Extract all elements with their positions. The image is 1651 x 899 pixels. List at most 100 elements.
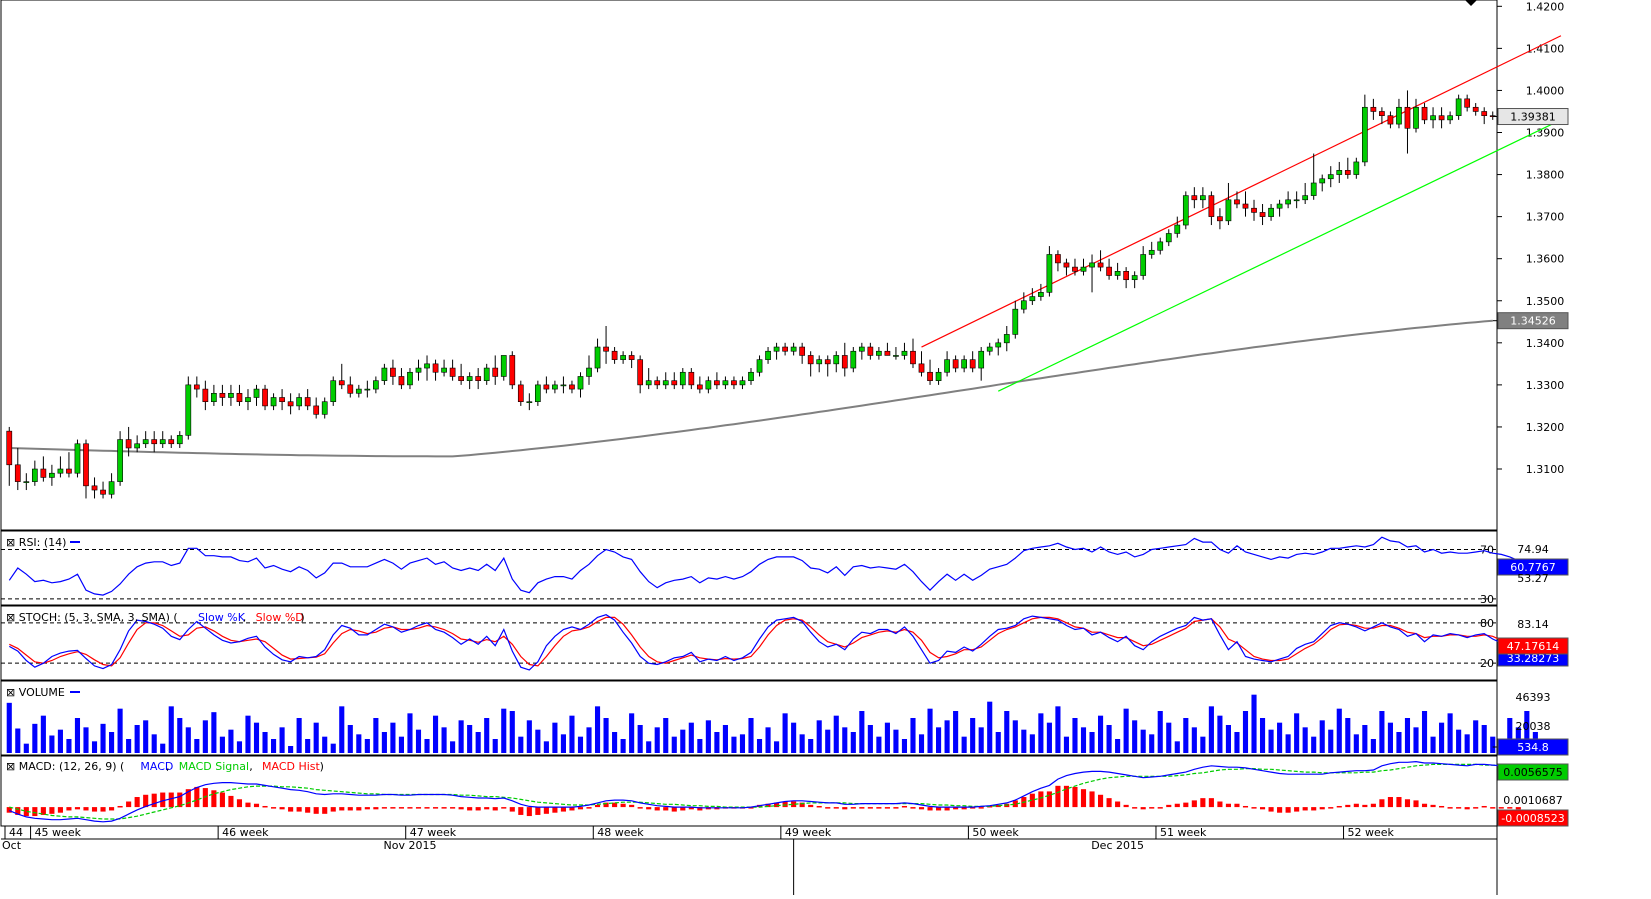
- volume-panel: ⊠ VOLUME 46393 20038 534.8: [6, 686, 1569, 756]
- volume-bar: [1473, 720, 1479, 753]
- macd-hist-bar: [1302, 807, 1308, 811]
- macd-hist-bar: [501, 807, 507, 809]
- candle-bearish: [168, 439, 175, 445]
- volume-bar: [202, 720, 208, 753]
- macd-hist-bar: [279, 807, 285, 810]
- macd-hist-bar: [867, 807, 873, 809]
- macd-hist-bar: [799, 802, 805, 808]
- volume-value-label: 534.8: [1517, 741, 1549, 754]
- candle-bullish: [978, 350, 985, 369]
- candle-bearish: [100, 489, 106, 495]
- volume-bar: [151, 734, 157, 753]
- volume-bar: [501, 708, 507, 753]
- macd-title: MACD: (12, 26, 9) (: [19, 760, 125, 773]
- volume-bar: [1021, 729, 1027, 753]
- candle-bullish: [415, 367, 422, 373]
- macd-collapse-icon: ⊠: [6, 760, 15, 773]
- candle-bearish: [313, 405, 320, 415]
- volume-bar: [134, 725, 140, 753]
- volume-bar: [603, 718, 609, 753]
- macd-hist-bar: [1132, 807, 1138, 809]
- candle-bullish: [159, 439, 166, 445]
- candle-bearish: [696, 384, 703, 390]
- macd-hist-bar: [850, 807, 856, 809]
- macd-hist-bar: [1413, 800, 1419, 808]
- candle-bearish: [569, 384, 575, 390]
- volume-bar: [1413, 727, 1419, 753]
- macd-hist-bar: [74, 807, 81, 810]
- volume-bar: [279, 727, 285, 753]
- month-label: Oct: [2, 839, 22, 852]
- stoch-collapse-icon: ⊠: [6, 611, 15, 624]
- candle-bullish: [373, 380, 379, 390]
- candle-bullish: [253, 388, 260, 398]
- macd-hist-bar: [1362, 804, 1368, 808]
- candle-bullish: [1361, 106, 1368, 163]
- macd-hist-bar: [620, 803, 626, 808]
- candle-bearish: [918, 363, 925, 373]
- macd-hist-bar: [390, 807, 396, 809]
- macd-hist-bar: [552, 807, 558, 813]
- macd-hist-bar: [1456, 807, 1462, 809]
- candle-bullish: [1285, 199, 1291, 205]
- candle-bullish: [1430, 115, 1436, 121]
- volume-bar: [1072, 718, 1078, 753]
- volume-bar: [32, 723, 38, 753]
- candle-bearish: [637, 359, 644, 386]
- macd-hist-bar: [373, 807, 379, 810]
- candle-bearish: [432, 363, 439, 373]
- volume-bar: [1490, 736, 1496, 753]
- candle-bullish: [211, 392, 217, 403]
- price-tick-label: 1.3800: [1526, 169, 1565, 182]
- macd-hist-bar: [305, 807, 311, 813]
- volume-bar: [884, 722, 890, 753]
- candle-bullish: [876, 350, 882, 356]
- volume-bar: [373, 718, 379, 753]
- candle-bearish: [14, 464, 21, 482]
- macd-hist-bar: [1396, 797, 1402, 808]
- candle-bullish: [1302, 195, 1309, 201]
- stoch-d-value-label-box: [1497, 637, 1569, 655]
- candle-bullish: [364, 388, 371, 391]
- candle-bearish: [1106, 266, 1112, 276]
- volume-bar: [748, 718, 754, 753]
- volume-bar: [936, 727, 942, 753]
- candle-bullish: [381, 367, 388, 381]
- macd-hist-bar: [509, 807, 515, 812]
- price-tick-label: 1.3200: [1526, 421, 1565, 434]
- price-tick-label: 1.3300: [1526, 379, 1565, 392]
- macd-hist-bar: [953, 807, 959, 810]
- candle-bullish: [662, 380, 669, 386]
- macd-hist-bar: [970, 807, 976, 809]
- volume-bar: [876, 736, 882, 753]
- macd-line: [9, 760, 1519, 823]
- macd-hist-bar: [1140, 807, 1146, 810]
- macd-hist-bar: [654, 807, 660, 811]
- volume-bar: [535, 729, 541, 753]
- volume-bar: [1370, 739, 1376, 753]
- stoch-legend-close: ): [300, 611, 304, 624]
- volume-bar: [1140, 729, 1146, 753]
- candle-bearish: [611, 350, 618, 360]
- candle-bearish: [475, 376, 482, 381]
- macd-hist-bar: [450, 807, 456, 809]
- candle-bearish: [279, 397, 285, 403]
- macd-hist-bar: [560, 807, 566, 812]
- candle-bullish: [1148, 249, 1155, 255]
- macd-hist-bar: [356, 807, 362, 811]
- volume-bar: [91, 741, 98, 753]
- price-tick-label: 1.4100: [1526, 42, 1565, 55]
- volume-bar: [654, 727, 660, 753]
- macd-hist-bar: [535, 807, 541, 815]
- macd-hist-bar: [944, 807, 950, 811]
- volume-bar: [467, 725, 473, 753]
- macd-hist-bar: [1439, 805, 1445, 808]
- candle-bullish: [185, 384, 192, 436]
- macd-hist-bar: [288, 807, 294, 812]
- volume-bar: [1268, 729, 1274, 753]
- macd-hist-bar: [1200, 798, 1206, 808]
- macd-hist-bar: [415, 807, 422, 809]
- volume-bar: [66, 739, 72, 753]
- volume-bar: [57, 729, 63, 753]
